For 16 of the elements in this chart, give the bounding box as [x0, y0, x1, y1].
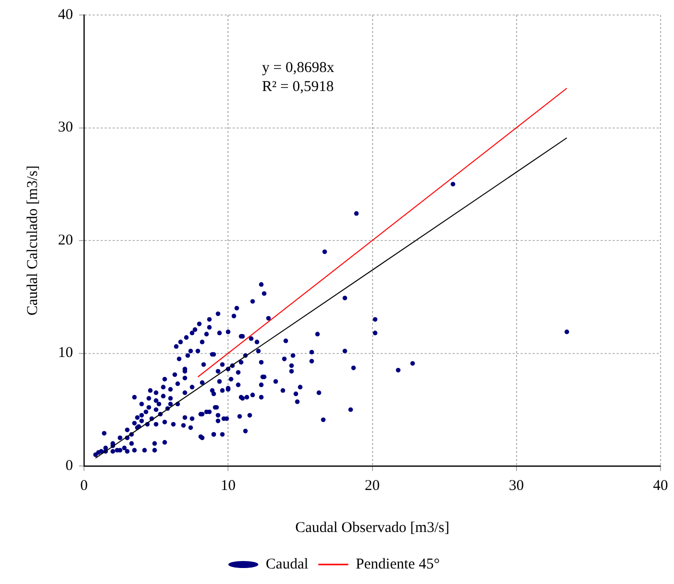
x-tick-label: 10	[220, 478, 236, 494]
legend-label: Pendiente 45°	[356, 556, 440, 572]
y-tick-label: 0	[66, 458, 73, 474]
y-tick-label: 20	[58, 232, 73, 248]
x-axis-title: Caudal Observado [m3/s]	[295, 520, 450, 536]
annotation: R² = 0,5918	[262, 79, 334, 95]
x-tick-label: 20	[364, 478, 380, 494]
x-tick-label: 40	[653, 478, 668, 494]
y-tick-label: 10	[58, 345, 73, 362]
legend-label: Caudal	[266, 556, 308, 572]
y-tick-label: 40	[58, 6, 73, 23]
x-tick-label: 0	[80, 478, 88, 494]
y-axis-title: Caudal Calculado [m3/s]	[24, 166, 41, 316]
x-tick-label: 30	[508, 478, 524, 494]
annotation: y = 0,8698x	[262, 60, 335, 76]
y-tick-label: 30	[58, 120, 73, 136]
